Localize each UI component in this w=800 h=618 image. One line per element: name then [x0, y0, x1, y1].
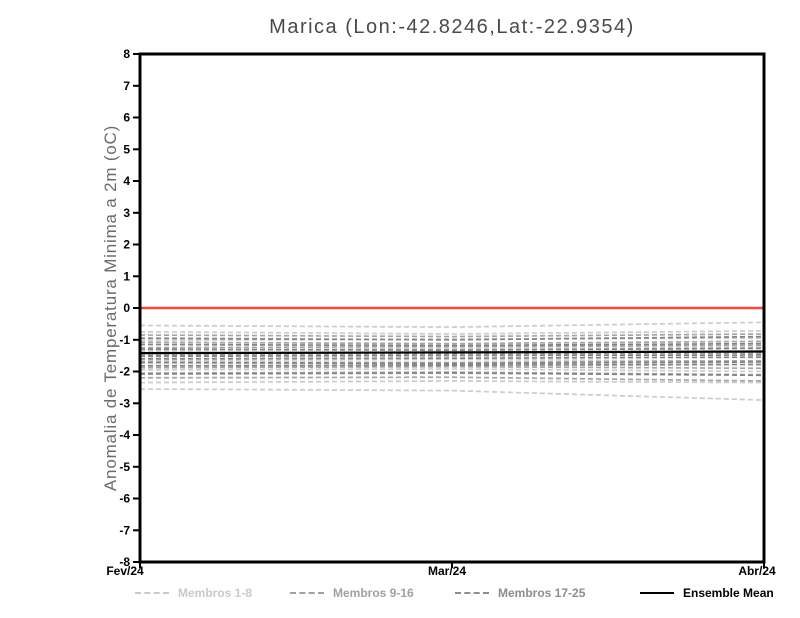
y-tick-label: 7 — [123, 79, 130, 93]
member-line — [139, 342, 765, 347]
member-line — [139, 376, 765, 382]
dashed-line-swatch — [135, 592, 169, 594]
y-tick-label: 2 — [123, 238, 130, 252]
x-tick-label: Fev/24 — [106, 564, 144, 578]
member-line — [139, 380, 765, 384]
y-tick-label: -4 — [119, 428, 130, 442]
legend-label: Ensemble Mean — [683, 586, 774, 600]
y-tick-label: 1 — [123, 269, 130, 283]
y-tick-label: -3 — [119, 396, 130, 410]
member-line — [139, 354, 765, 358]
y-tick-label: 0 — [123, 301, 130, 315]
dashed-line-swatch — [290, 592, 324, 594]
y-tick-label: 4 — [123, 174, 130, 188]
member-line — [139, 356, 765, 360]
member-line — [139, 365, 765, 370]
member-line — [139, 330, 765, 335]
member-line — [139, 363, 765, 367]
y-tick-label: -8 — [119, 555, 130, 569]
legend-item-membros-9-16: Membros 9-16 — [290, 586, 414, 600]
y-tick-label: -6 — [119, 492, 130, 506]
legend-item-ensemble-mean: Ensemble Mean — [640, 586, 774, 600]
member-line — [139, 344, 765, 349]
member-line — [139, 368, 765, 373]
y-tick-label: 5 — [123, 142, 130, 156]
chart-legend: Membros 1-8 Membros 9-16 Membros 17-25 Ense… — [0, 586, 800, 606]
y-tick-label: 6 — [123, 111, 130, 125]
member-line — [139, 388, 765, 401]
y-tick-label: -7 — [119, 523, 130, 537]
member-line — [139, 359, 765, 364]
ensemble-mean-line — [139, 350, 765, 355]
dashed-line-swatch — [455, 592, 489, 594]
member-line — [139, 361, 765, 365]
legend-label: Membros 17-25 — [498, 586, 586, 600]
chart-title: Marica (Lon:-42.8246,Lat:-22.9354) — [269, 16, 635, 38]
x-tick-label: Abr/24 — [738, 564, 776, 578]
member-line — [139, 321, 765, 328]
y-tick-label: -5 — [119, 460, 130, 474]
x-tick-label: Mar/24 — [428, 564, 466, 578]
member-line — [139, 340, 765, 345]
member-line — [139, 335, 765, 341]
member-line — [139, 347, 765, 352]
member-line — [139, 372, 765, 377]
solid-line-swatch — [640, 592, 674, 594]
legend-label: Membros 9-16 — [333, 586, 414, 600]
legend-label: Membros 1-8 — [178, 586, 253, 600]
y-tick-label: 8 — [123, 47, 130, 61]
y-tick-label: 3 — [123, 206, 130, 220]
member-line — [139, 352, 765, 356]
y-tick-label: -1 — [119, 333, 130, 347]
legend-item-membros-17-25: Membros 17-25 — [455, 586, 585, 600]
y-tick-label: -2 — [119, 365, 130, 379]
member-line — [139, 333, 765, 338]
legend-item-membros-1-8: Membros 1-8 — [135, 586, 252, 600]
